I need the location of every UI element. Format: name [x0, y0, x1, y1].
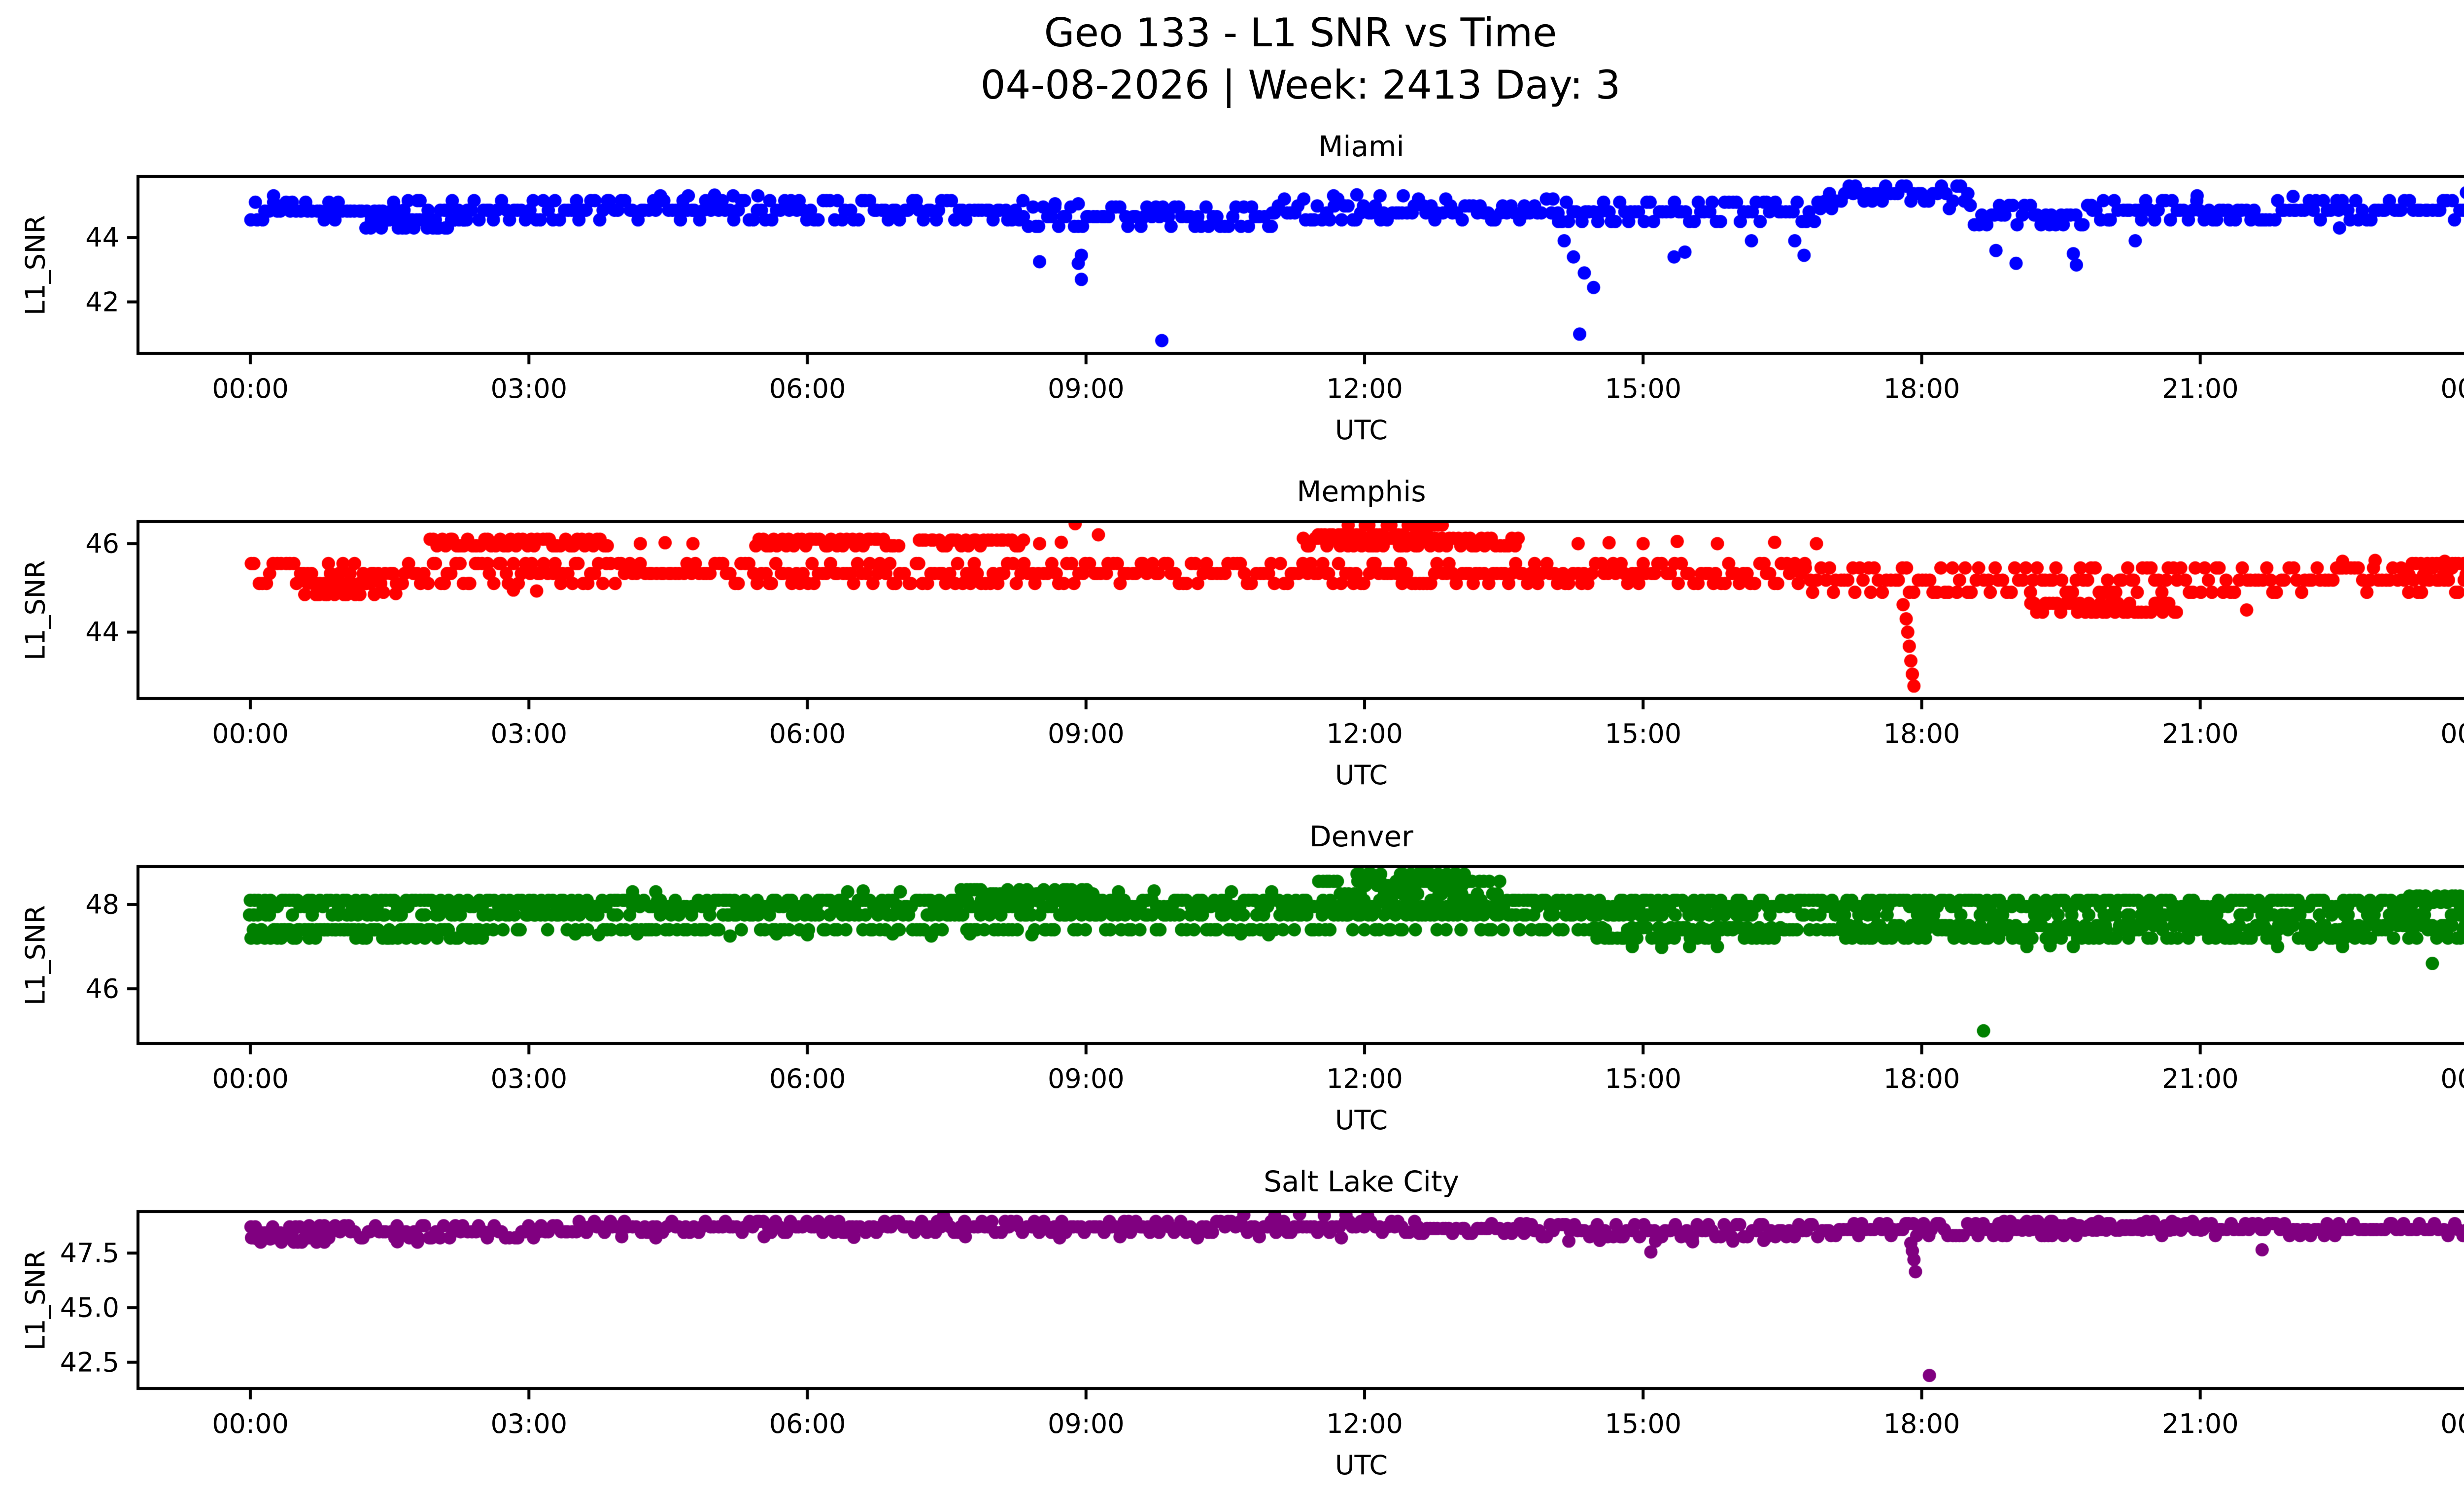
x-tick-label: 12:00 — [1326, 718, 1403, 749]
x-tick-label: 18:00 — [1883, 373, 1960, 404]
y-tick-label: 46 — [85, 973, 119, 1005]
x-tick-label: 12:00 — [1326, 1408, 1403, 1439]
x-tick-label: 00:00 — [212, 718, 289, 749]
y-tick-label: 46 — [85, 528, 119, 559]
x-tick-label: 15:00 — [1605, 1408, 1682, 1439]
x-tick-label: 12:00 — [1326, 1063, 1403, 1094]
x-tick-label: 18:00 — [1883, 1063, 1960, 1094]
x-tick-label: 09:00 — [1047, 718, 1125, 749]
suptitle-line2: 04-08-2026 | Week: 2413 Day: 3 — [980, 62, 1621, 108]
x-axis-label: UTC — [1335, 1450, 1388, 1481]
y-tick-label: 45.0 — [60, 1292, 119, 1323]
x-axis-label: UTC — [1335, 1105, 1388, 1136]
x-tick-label: 21:00 — [2161, 1408, 2239, 1439]
y-tick-label: 44 — [85, 222, 119, 253]
x-tick-label: 03:00 — [490, 1408, 568, 1439]
y-axis-label: L1_SNR — [20, 1250, 51, 1351]
x-tick-label: 09:00 — [1047, 373, 1125, 404]
y-axis-label: L1_SNR — [20, 904, 51, 1006]
x-tick-label: 15:00 — [1605, 718, 1682, 749]
x-axis-label: UTC — [1335, 415, 1388, 446]
x-tick-label: 00:00 — [2440, 373, 2464, 404]
subplot-title: Miami — [1318, 130, 1404, 163]
x-tick-label: 06:00 — [769, 1408, 846, 1439]
x-tick-label: 06:00 — [769, 718, 846, 749]
x-tick-label: 00:00 — [212, 1063, 289, 1094]
y-axis-label: L1_SNR — [20, 559, 51, 661]
x-tick-label: 21:00 — [2161, 1063, 2239, 1094]
subplot-title: Denver — [1309, 820, 1413, 853]
x-tick-label: 09:00 — [1047, 1063, 1125, 1094]
x-tick-label: 15:00 — [1605, 373, 1682, 404]
x-tick-label: 06:00 — [769, 373, 846, 404]
x-tick-label: 09:00 — [1047, 1408, 1125, 1439]
x-tick-label: 12:00 — [1326, 373, 1403, 404]
x-tick-label: 15:00 — [1605, 1063, 1682, 1094]
y-tick-label: 48 — [85, 889, 119, 920]
x-tick-label: 00:00 — [212, 1408, 289, 1439]
suptitle-line1: Geo 133 - L1 SNR vs Time — [1044, 10, 1557, 56]
figure-suptitle: Geo 133 - L1 SNR vs Time 04-08-2026 | We… — [0, 7, 2464, 111]
x-tick-label: 03:00 — [490, 718, 568, 749]
x-tick-label: 21:00 — [2161, 718, 2239, 749]
y-axis-label: L1_SNR — [20, 214, 51, 315]
x-tick-label: 00:00 — [212, 373, 289, 404]
subplot-title: Memphis — [1297, 475, 1426, 508]
y-tick-label: 42.5 — [60, 1347, 119, 1378]
x-tick-label: 18:00 — [1883, 718, 1960, 749]
x-tick-label: 18:00 — [1883, 1408, 1960, 1439]
subplot-title: Salt Lake City — [1264, 1165, 1459, 1198]
y-tick-label: 47.5 — [60, 1237, 119, 1269]
x-tick-label: 06:00 — [769, 1063, 846, 1094]
x-axis-label: UTC — [1335, 760, 1388, 791]
x-tick-label: 03:00 — [490, 373, 568, 404]
x-tick-label: 21:00 — [2161, 373, 2239, 404]
y-tick-label: 42 — [85, 286, 119, 318]
x-tick-label: 00:00 — [2440, 718, 2464, 749]
x-tick-label: 00:00 — [2440, 1063, 2464, 1094]
x-tick-label: 00:00 — [2440, 1408, 2464, 1439]
y-tick-label: 44 — [85, 616, 119, 648]
x-tick-label: 03:00 — [490, 1063, 568, 1094]
